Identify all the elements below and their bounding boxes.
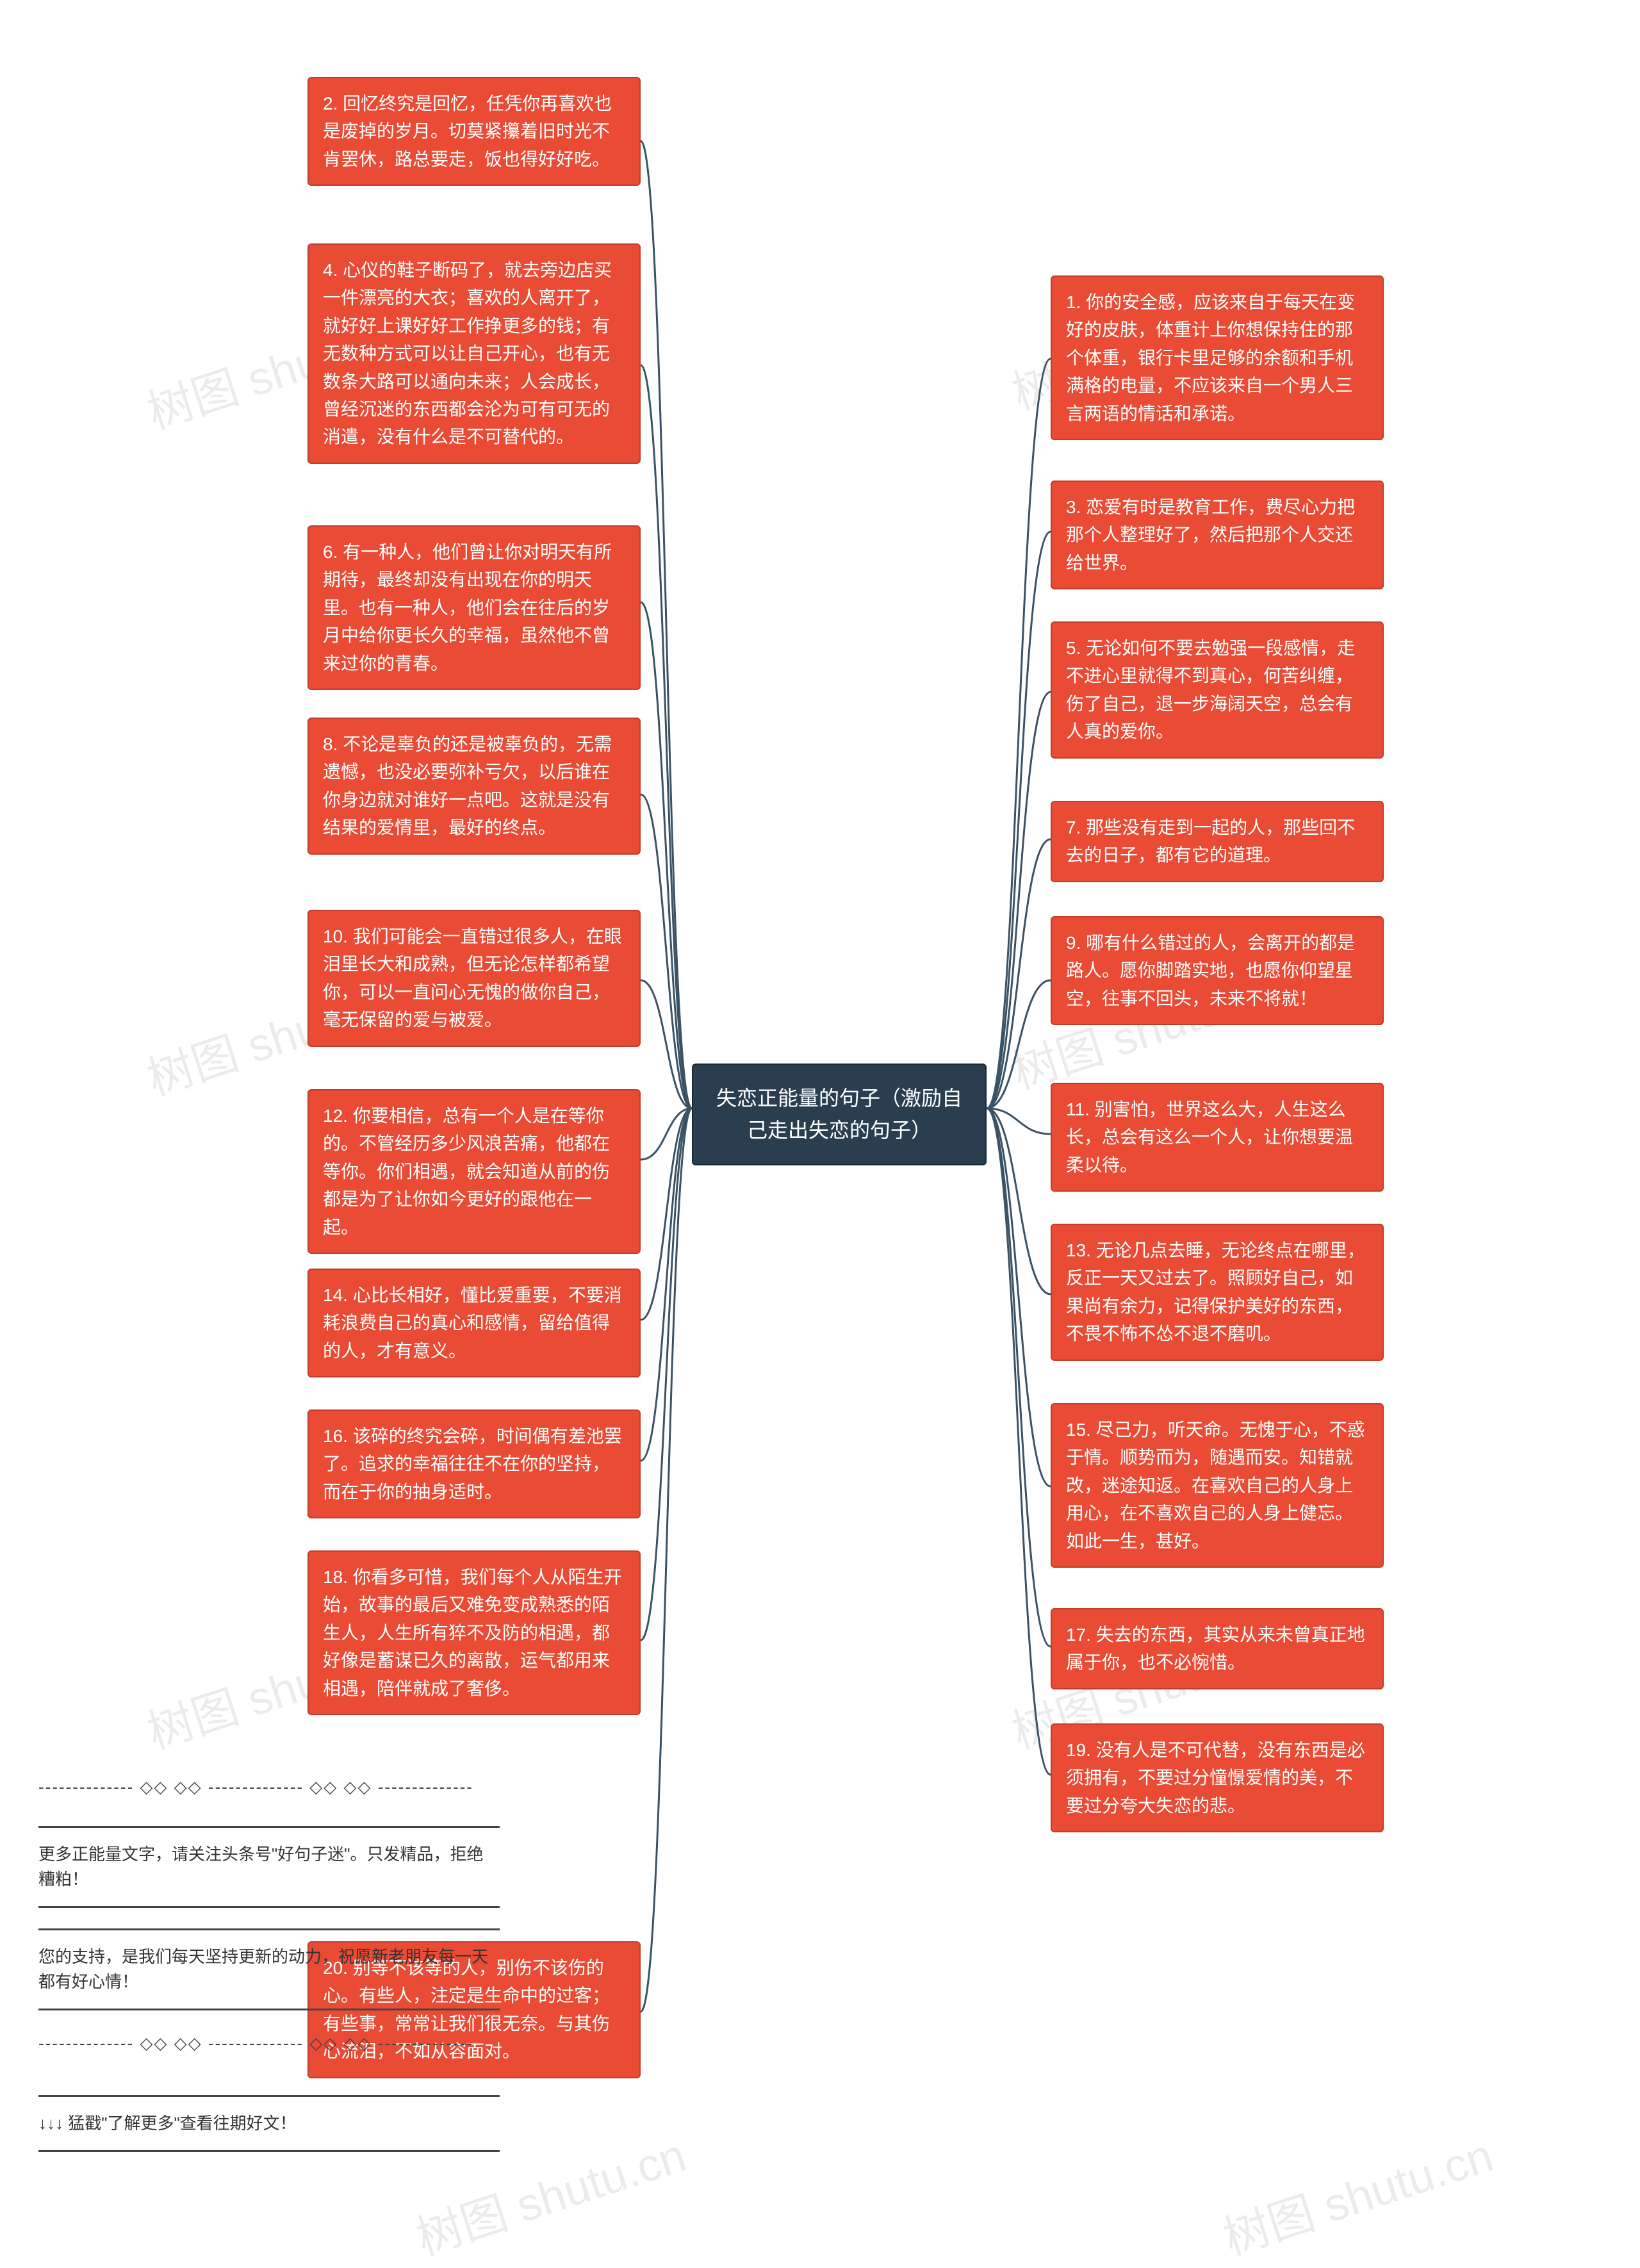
topic-text: 13. 无论几点去睡，无论终点在哪里，反正一天又过去了。照顾好自己，如果尚有余力… bbox=[1066, 1240, 1365, 1344]
edge bbox=[641, 980, 692, 1108]
footnote-f1: 更多正能量文字，请关注头条号"好句子迷"。只发精品，拒绝糟粕！ bbox=[38, 1826, 500, 1908]
edge bbox=[987, 1108, 1051, 1486]
topic-node-n4[interactable]: 4. 心仪的鞋子断码了，就去旁边店买一件漂亮的大衣；喜欢的人离开了，就好好上课好… bbox=[308, 243, 641, 464]
topic-node-n13[interactable]: 13. 无论几点去睡，无论终点在哪里，反正一天又过去了。照顾好自己，如果尚有余力… bbox=[1051, 1224, 1384, 1361]
topic-text: 16. 该碎的终究会碎，时间偶有差池罢了。追求的幸福往往不在你的坚持，而在于你的… bbox=[323, 1426, 622, 1502]
topic-text: 19. 没有人是不可代替，没有东西是必须拥有，不要过分憧憬爱情的美，不要过分夸大… bbox=[1066, 1740, 1365, 1816]
topic-node-n8[interactable]: 8. 不论是辜负的还是被辜负的，无需遗憾，也没必要弥补亏欠，以后谁在你身边就对谁… bbox=[308, 718, 641, 855]
edge bbox=[987, 1108, 1051, 1647]
topic-text: 14. 心比长相好，懂比爱重要，不要消耗浪费自己的真心和感情，留给值得的人，才有… bbox=[323, 1285, 622, 1361]
topic-text: 8. 不论是辜负的还是被辜负的，无需遗憾，也没必要弥补亏欠，以后谁在你身边就对谁… bbox=[323, 734, 612, 837]
footnote-text: -------------- ◇◇ ◇◇ -------------- ◇◇ ◇… bbox=[38, 1777, 473, 1796]
edge bbox=[641, 365, 692, 1108]
topic-node-n12[interactable]: 12. 你要相信，总有一个人是在等你的。不管经历多少风浪苦痛，他都在等你。你们相… bbox=[308, 1089, 641, 1254]
edge bbox=[641, 1108, 692, 1461]
edge bbox=[641, 1108, 692, 2012]
topic-node-n5[interactable]: 5. 无论如何不要去勉强一段感情，走不进心里就得不到真心，何苦纠缠，伤了自己，退… bbox=[1051, 621, 1384, 759]
topic-text: 12. 你要相信，总有一个人是在等你的。不管经历多少风浪苦痛，他都在等你。你们相… bbox=[323, 1106, 610, 1237]
mindmap-canvas: 树图 shutu.cn树图 shutu.cn树图 shutu.cn树图 shut… bbox=[0, 0, 1640, 2239]
topic-node-n10[interactable]: 10. 我们可能会一直错过很多人，在眼泪里长大和成熟，但无论怎样都希望你，可以一… bbox=[308, 910, 641, 1047]
edge bbox=[987, 839, 1051, 1108]
edge bbox=[641, 1108, 692, 1640]
edge bbox=[641, 141, 692, 1108]
topic-text: 17. 失去的东西，其实从来未曾真正地属于你，也不必惋惜。 bbox=[1066, 1625, 1365, 1672]
topic-text: 2. 回忆终究是回忆，任凭你再喜欢也是废掉的岁月。切莫紧攥着旧时光不肯罢休，路总… bbox=[323, 94, 612, 169]
footnote-text: -------------- ◇◇ ◇◇ -------------- ◇◇ ◇… bbox=[38, 2034, 473, 2053]
topic-text: 10. 我们可能会一直错过很多人，在眼泪里长大和成熟，但无论怎样都希望你，可以一… bbox=[323, 926, 622, 1030]
topic-text: 3. 恋爱有时是教育工作，费尽心力把那个人整理好了，然后把那个人交还给世界。 bbox=[1066, 497, 1355, 573]
topic-text: 6. 有一种人，他们曾让你对明天有所期待，最终却没有出现在你的明天里。也有一种人… bbox=[323, 542, 612, 673]
topic-node-n2[interactable]: 2. 回忆终究是回忆，任凭你再喜欢也是废掉的岁月。切莫紧攥着旧时光不肯罢休，路总… bbox=[308, 77, 641, 186]
footnote-f0: -------------- ◇◇ ◇◇ -------------- ◇◇ ◇… bbox=[38, 1775, 500, 1800]
topic-node-n14[interactable]: 14. 心比长相好，懂比爱重要，不要消耗浪费自己的真心和感情，留给值得的人，才有… bbox=[308, 1269, 641, 1377]
watermark: 树图 shutu.cn bbox=[1213, 2117, 1500, 2268]
topic-node-n16[interactable]: 16. 该碎的终究会碎，时间偶有差池罢了。追求的幸福往往不在你的坚持，而在于你的… bbox=[308, 1409, 641, 1518]
topic-node-n6[interactable]: 6. 有一种人，他们曾让你对明天有所期待，最终却没有出现在你的明天里。也有一种人… bbox=[308, 525, 641, 690]
edge bbox=[987, 1108, 1051, 1294]
topic-text: 1. 你的安全感，应该来自于每天在变好的皮肤，体重计上你想保持住的那个体重，银行… bbox=[1066, 292, 1355, 423]
edge bbox=[641, 1108, 692, 1320]
edge bbox=[987, 532, 1051, 1108]
edge bbox=[987, 692, 1051, 1108]
edge bbox=[987, 1108, 1051, 1134]
topic-node-n15[interactable]: 15. 尽己力，听天命。无愧于心，不惑于情。顺势而为，随遇而安。知错就改，迷途知… bbox=[1051, 1403, 1384, 1568]
edge bbox=[987, 359, 1051, 1108]
edge bbox=[641, 1108, 692, 1160]
topic-node-n1[interactable]: 1. 你的安全感，应该来自于每天在变好的皮肤，体重计上你想保持住的那个体重，银行… bbox=[1051, 275, 1384, 440]
edge bbox=[987, 1108, 1051, 1775]
edge bbox=[641, 794, 692, 1108]
footnote-text: 您的支持，是我们每天坚持更新的动力，祝愿新老朋友每一天都有好心情！ bbox=[38, 1947, 488, 1991]
topic-node-n19[interactable]: 19. 没有人是不可代替，没有东西是必须拥有，不要过分憧憬爱情的美，不要过分夸大… bbox=[1051, 1723, 1384, 1832]
topic-text: 7. 那些没有走到一起的人，那些回不去的日子，都有它的道理。 bbox=[1066, 818, 1355, 865]
topic-text: 15. 尽己力，听天命。无愧于心，不惑于情。顺势而为，随遇而安。知错就改，迷途知… bbox=[1066, 1420, 1365, 1551]
topic-text: 18. 你看多可惜，我们每个人从陌生开始，故事的最后又难免变成熟悉的陌生人，人生… bbox=[323, 1567, 622, 1698]
topic-node-n9[interactable]: 9. 哪有什么错过的人，会离开的都是路人。愿你脚踏实地，也愿你仰望星空，往事不回… bbox=[1051, 916, 1384, 1025]
footnote-text: ↓↓↓ 猛戳"了解更多"查看往期好文！ bbox=[38, 2114, 297, 2133]
topic-node-n18[interactable]: 18. 你看多可惜，我们每个人从陌生开始，故事的最后又难免变成熟悉的陌生人，人生… bbox=[308, 1550, 641, 1715]
topic-text: 4. 心仪的鞋子断码了，就去旁边店买一件漂亮的大衣；喜欢的人离开了，就好好上课好… bbox=[323, 260, 612, 447]
footnote-text: 更多正能量文字，请关注头条号"好句子迷"。只发精品，拒绝糟粕！ bbox=[38, 1845, 483, 1889]
footnote-f3: -------------- ◇◇ ◇◇ -------------- ◇◇ ◇… bbox=[38, 2031, 500, 2056]
footnote-f2: 您的支持，是我们每天坚持更新的动力，祝愿新老朋友每一天都有好心情！ bbox=[38, 1928, 500, 2010]
edge bbox=[987, 980, 1051, 1108]
footnote-f4: ↓↓↓ 猛戳"了解更多"查看往期好文！ bbox=[38, 2095, 500, 2152]
topic-text: 5. 无论如何不要去勉强一段感情，走不进心里就得不到真心，何苦纠缠，伤了自己，退… bbox=[1066, 638, 1355, 741]
topic-text: 11. 别害怕，世界这么大，人生这么长，总会有这么一个人，让你想要温柔以待。 bbox=[1066, 1099, 1353, 1175]
topic-node-n17[interactable]: 17. 失去的东西，其实从来未曾真正地属于你，也不必惋惜。 bbox=[1051, 1608, 1384, 1689]
edge bbox=[641, 602, 692, 1108]
topic-node-n3[interactable]: 3. 恋爱有时是教育工作，费尽心力把那个人整理好了，然后把那个人交还给世界。 bbox=[1051, 481, 1384, 589]
topic-text: 9. 哪有什么错过的人，会离开的都是路人。愿你脚踏实地，也愿你仰望星空，往事不回… bbox=[1066, 933, 1355, 1008]
topic-node-n7[interactable]: 7. 那些没有走到一起的人，那些回不去的日子，都有它的道理。 bbox=[1051, 801, 1384, 882]
center-topic[interactable]: 失恋正能量的句子（激励自己走出失恋的句子） bbox=[692, 1064, 987, 1165]
topic-node-n11[interactable]: 11. 别害怕，世界这么大，人生这么长，总会有这么一个人，让你想要温柔以待。 bbox=[1051, 1083, 1384, 1192]
